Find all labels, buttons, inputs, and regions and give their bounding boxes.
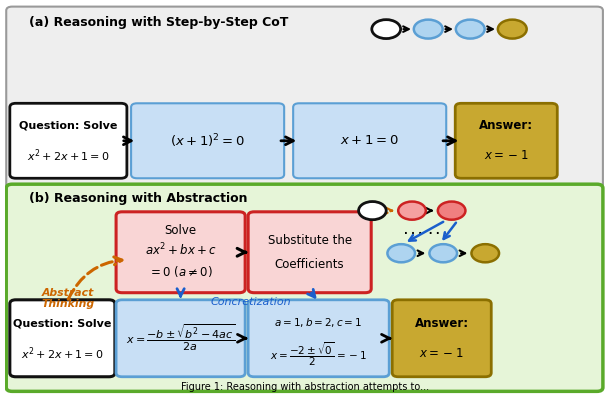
- Text: Figure 1: Reasoning with abstraction attempts to...: Figure 1: Reasoning with abstraction att…: [181, 382, 429, 392]
- Circle shape: [498, 20, 527, 38]
- Text: (a) Reasoning with Step-by-Step CoT: (a) Reasoning with Step-by-Step CoT: [29, 16, 288, 29]
- Text: $a = 1, b = 2, c = 1$: $a = 1, b = 2, c = 1$: [275, 316, 363, 329]
- Text: $= 0\ (a \neq 0)$: $= 0\ (a \neq 0)$: [148, 265, 213, 280]
- Circle shape: [430, 244, 457, 262]
- Text: $x = -1$: $x = -1$: [419, 347, 464, 360]
- Text: Answer:: Answer:: [479, 119, 533, 132]
- FancyBboxPatch shape: [10, 300, 115, 377]
- Text: Coefficients: Coefficients: [275, 257, 344, 270]
- Text: Question: Solve: Question: Solve: [13, 318, 112, 328]
- Circle shape: [372, 20, 401, 38]
- Text: $x^2 + 2x + 1 = 0$: $x^2 + 2x + 1 = 0$: [21, 345, 104, 362]
- Circle shape: [456, 20, 485, 38]
- Text: $x^2 + 2x + 1 = 0$: $x^2 + 2x + 1 = 0$: [27, 147, 110, 164]
- Text: (b) Reasoning with Abstraction: (b) Reasoning with Abstraction: [29, 192, 247, 204]
- Circle shape: [359, 202, 386, 220]
- FancyBboxPatch shape: [248, 212, 371, 293]
- Text: $(x + 1)^2 = 0$: $(x + 1)^2 = 0$: [170, 132, 245, 150]
- Text: Answer:: Answer:: [415, 317, 469, 330]
- Text: $x + 1 = 0$: $x + 1 = 0$: [341, 134, 399, 147]
- Text: Solve: Solve: [165, 224, 197, 237]
- Circle shape: [398, 202, 426, 220]
- Text: $x = \dfrac{-b \pm \sqrt{b^2 - 4ac}}{2a}$: $x = \dfrac{-b \pm \sqrt{b^2 - 4ac}}{2a}…: [126, 323, 235, 353]
- FancyBboxPatch shape: [248, 300, 389, 377]
- FancyBboxPatch shape: [455, 103, 558, 178]
- FancyBboxPatch shape: [6, 7, 603, 188]
- Text: Substitute the: Substitute the: [268, 234, 351, 247]
- FancyBboxPatch shape: [293, 103, 446, 178]
- Text: $x = -1$: $x = -1$: [484, 149, 528, 162]
- FancyBboxPatch shape: [116, 300, 245, 377]
- FancyBboxPatch shape: [392, 300, 491, 377]
- FancyBboxPatch shape: [10, 103, 127, 178]
- Circle shape: [438, 202, 465, 220]
- FancyBboxPatch shape: [131, 103, 284, 178]
- FancyBboxPatch shape: [116, 212, 245, 293]
- Text: $ax^2 + bx + c$: $ax^2 + bx + c$: [145, 242, 216, 259]
- Circle shape: [414, 20, 442, 38]
- Circle shape: [471, 244, 499, 262]
- Text: Abstract
Thinking: Abstract Thinking: [41, 288, 95, 309]
- Text: $x = \dfrac{-2 \pm \sqrt{0}}{2} = -1$: $x = \dfrac{-2 \pm \sqrt{0}}{2} = -1$: [270, 340, 367, 368]
- Text: Question: Solve: Question: Solve: [19, 121, 118, 131]
- FancyBboxPatch shape: [6, 184, 603, 391]
- Circle shape: [387, 244, 415, 262]
- Text: Concretization: Concretization: [211, 297, 291, 307]
- Text: . . .  . . .: . . . . . .: [404, 226, 447, 236]
